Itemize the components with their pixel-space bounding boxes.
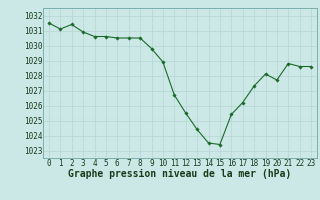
X-axis label: Graphe pression niveau de la mer (hPa): Graphe pression niveau de la mer (hPa) — [68, 169, 292, 179]
